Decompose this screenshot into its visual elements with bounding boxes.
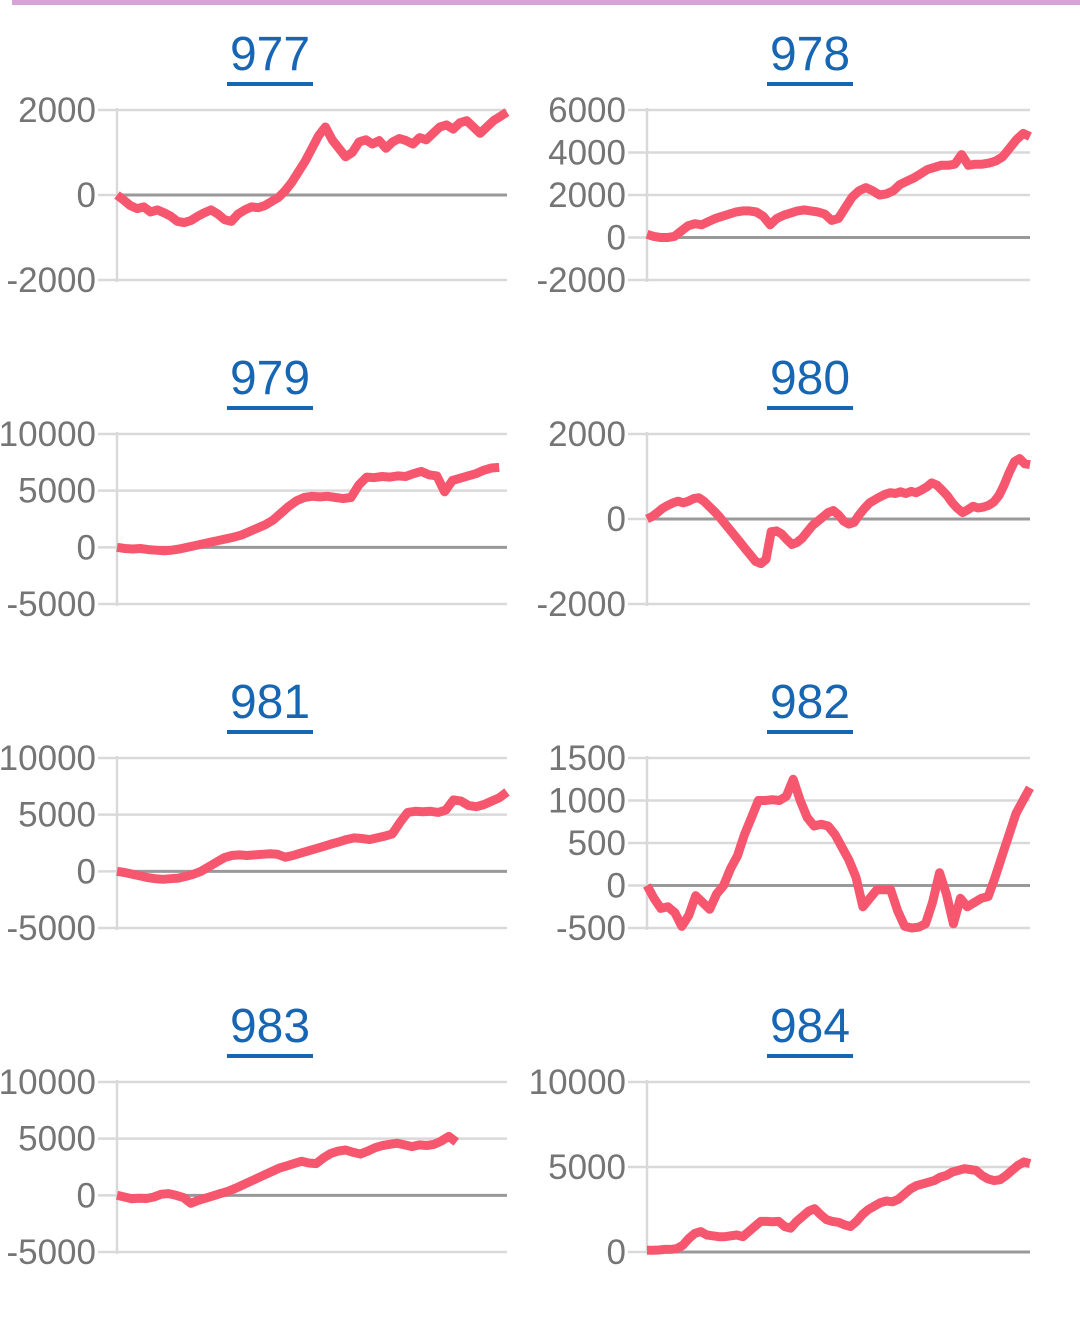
- y-axis-label: 0: [77, 1176, 96, 1215]
- data-line: [114, 108, 510, 228]
- chart-title-wrap: 979: [0, 351, 540, 410]
- y-axis-label: 5000: [18, 796, 96, 835]
- y-axis-label: 10000: [529, 1063, 626, 1102]
- data-line: [116, 788, 510, 884]
- y-axis-label: 0: [607, 219, 626, 258]
- chart-cell-977: 977 2000 0 -2000: [0, 5, 540, 329]
- y-axis-label: 0: [607, 1233, 626, 1272]
- data-line: [645, 454, 1031, 569]
- chart-title-link-980[interactable]: 980: [766, 352, 854, 410]
- data-line: [116, 462, 500, 556]
- chart-title-link-981[interactable]: 981: [226, 676, 314, 734]
- chart-cell-980: 980 2000 0 -2000: [536, 329, 1080, 653]
- y-axis-label: 0: [77, 852, 96, 891]
- data-line: [645, 128, 1032, 242]
- line-chart-983: 10000 5000 0 -5000: [0, 1063, 507, 1272]
- y-axis-label: 500: [568, 824, 626, 863]
- y-axis-label: 5000: [18, 1120, 96, 1159]
- y-axis-label: 5000: [548, 1148, 626, 1187]
- y-axis-label: 0: [77, 528, 96, 567]
- y-axis-label: 1000: [548, 782, 626, 821]
- top-progress-bar: [12, 0, 1080, 5]
- chart-title-wrap: 978: [540, 27, 1080, 86]
- y-axis-label: -5000: [6, 909, 96, 948]
- chart-cell-978: 978 6000 4000 2000 0 -2000: [536, 5, 1080, 329]
- chart-title-link-984[interactable]: 984: [766, 1000, 854, 1058]
- data-line: [647, 1157, 1032, 1255]
- line-chart-984: 10000 5000 0: [529, 1063, 1032, 1272]
- chart-title-wrap: 983: [0, 999, 540, 1058]
- chart-cell-979: 979 10000 5000 0 -5000: [0, 329, 540, 653]
- chart-title-link-978[interactable]: 978: [766, 28, 854, 86]
- y-axis-label: 10000: [0, 739, 96, 778]
- y-axis-label: 10000: [0, 1063, 96, 1102]
- chart-title-wrap: 981: [0, 675, 540, 734]
- chart-title-wrap: 977: [0, 27, 540, 86]
- y-axis-label: 2000: [548, 415, 626, 454]
- data-line: [115, 1131, 460, 1208]
- chart-title-link-982[interactable]: 982: [766, 676, 854, 734]
- y-axis-label: 0: [607, 867, 626, 906]
- y-axis-label: 6000: [548, 91, 626, 130]
- y-axis-label: 4000: [548, 134, 626, 173]
- chart-cell-984: 984 10000 5000 0: [529, 977, 1080, 1301]
- y-axis-label: 1500: [548, 739, 626, 778]
- data-line: [643, 774, 1034, 933]
- chart-title-link-979[interactable]: 979: [226, 352, 314, 410]
- chart-title-link-983[interactable]: 983: [226, 1000, 314, 1058]
- y-axis-label: -5000: [6, 1233, 96, 1272]
- y-axis-label: 10000: [0, 415, 96, 454]
- y-axis-label: 0: [607, 500, 626, 539]
- chart-title-wrap: 980: [540, 351, 1080, 410]
- y-axis-label: -2000: [536, 261, 626, 300]
- y-axis-label: 2000: [548, 176, 626, 215]
- y-axis-label: 0: [77, 176, 96, 215]
- line-chart-980: 2000 0 -2000: [536, 415, 1031, 624]
- chart-cell-983: 983 10000 5000 0 -5000: [0, 977, 540, 1301]
- y-axis-label: 2000: [18, 91, 96, 130]
- y-axis-label: 5000: [18, 472, 96, 511]
- chart-cell-981: 981 10000 5000 0 -5000: [0, 653, 540, 977]
- y-axis-label: -2000: [6, 261, 96, 300]
- chart-title-link-977[interactable]: 977: [226, 28, 314, 86]
- y-axis-label: -2000: [536, 585, 626, 624]
- y-axis-label: -5000: [6, 585, 96, 624]
- y-axis-label: -500: [556, 909, 626, 948]
- chart-grid: 977 2000 0 -2000 978 6000 4000 2000 0 -2000 97…: [0, 5, 1080, 1301]
- chart-cell-982: 982 1500 1000 500 0 -500: [540, 653, 1080, 977]
- line-chart-981: 10000 5000 0 -5000: [0, 739, 510, 948]
- line-chart-977: 2000 0 -2000: [6, 91, 510, 300]
- chart-title-wrap: 984: [540, 999, 1080, 1058]
- line-chart-979: 10000 5000 0 -5000: [0, 415, 507, 624]
- chart-title-wrap: 982: [540, 675, 1080, 734]
